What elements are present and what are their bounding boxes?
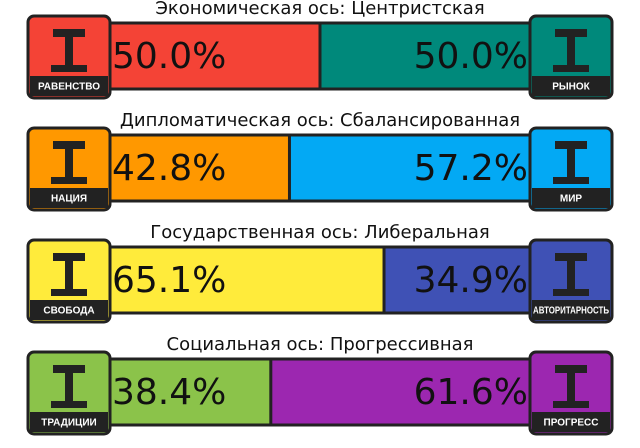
value-left: 42.8% bbox=[112, 148, 226, 189]
icon-label: РАВЕНСТВО bbox=[38, 82, 100, 93]
icon-label-strip bbox=[30, 76, 108, 96]
axis-title: Экономическая ось: Центристская bbox=[155, 0, 484, 19]
icon-label-strip bbox=[532, 300, 610, 320]
value-right: 61.6% bbox=[414, 372, 528, 413]
icon-label: ТРАДИЦИИ bbox=[41, 418, 96, 429]
axis-title: Государственная ось: Либеральная bbox=[150, 222, 490, 243]
bar-left bbox=[108, 23, 320, 89]
icon-label: РЫНОК bbox=[552, 82, 590, 93]
icon-label: НАЦИЯ bbox=[51, 194, 87, 205]
icon-label: МИР bbox=[560, 194, 583, 205]
bar-right bbox=[289, 135, 532, 201]
icon-label: АВТОРИТАРНОСТЬ bbox=[533, 306, 609, 317]
bar-left bbox=[108, 359, 271, 425]
icon-label-strip bbox=[532, 188, 610, 208]
value-right: 50.0% bbox=[414, 36, 528, 77]
bar-right bbox=[384, 247, 532, 313]
axis-title: Социальная ось: Прогрессивная bbox=[167, 334, 474, 355]
icon-glyph bbox=[51, 141, 87, 184]
value-left: 50.0% bbox=[112, 36, 226, 77]
icon-glyph bbox=[553, 141, 589, 184]
icon-glyph bbox=[51, 365, 87, 408]
value-right: 34.9% bbox=[414, 260, 528, 301]
icon-glyph bbox=[51, 253, 87, 296]
axis-title: Дипломатическая ось: Сбалансированная bbox=[120, 110, 520, 131]
icon-glyph bbox=[553, 253, 589, 296]
value-left: 65.1% bbox=[112, 260, 226, 301]
icon-label-strip bbox=[30, 300, 108, 320]
bar-right bbox=[270, 359, 532, 425]
icon-label-strip bbox=[30, 412, 108, 432]
bar-right bbox=[320, 23, 532, 89]
value-right: 57.2% bbox=[414, 148, 528, 189]
icon-label: ПРОГРЕСС bbox=[544, 418, 599, 429]
icon-label: СВОБОДА bbox=[43, 306, 94, 317]
bar-left bbox=[108, 135, 290, 201]
value-left: 38.4% bbox=[112, 372, 226, 413]
icon-label-strip bbox=[30, 188, 108, 208]
bar-left bbox=[108, 247, 385, 313]
icon-glyph bbox=[51, 29, 87, 72]
icon-glyph bbox=[553, 29, 589, 72]
icon-glyph bbox=[553, 365, 589, 408]
icon-label-strip bbox=[532, 76, 610, 96]
icon-label-strip bbox=[532, 412, 610, 432]
